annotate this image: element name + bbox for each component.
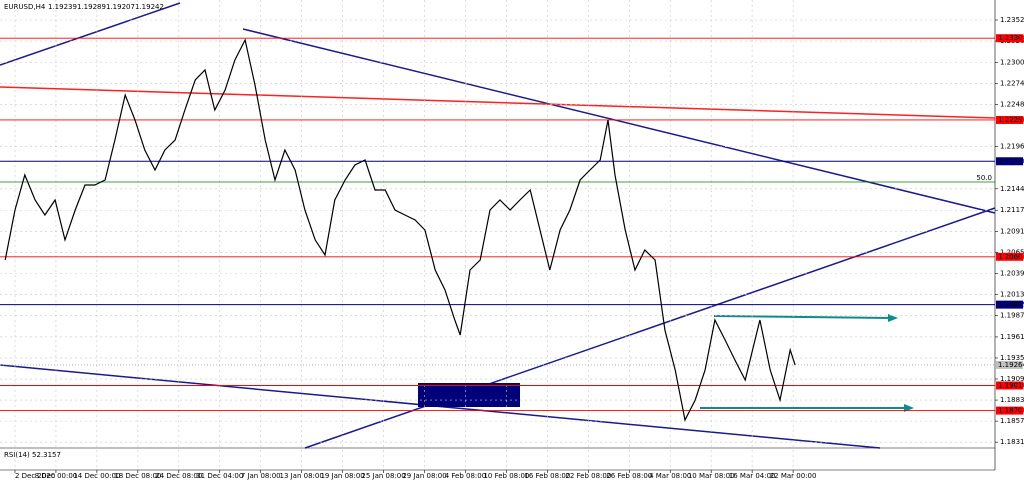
trendline <box>0 2 181 66</box>
y-tick-label: 1.21440 <box>1000 185 1024 193</box>
x-tick-label: 31 Dec 04:00 <box>196 472 243 480</box>
x-tick-label: 22 Feb 08:00 <box>565 472 611 480</box>
level-tag <box>996 115 1023 124</box>
rsi-value: 52.3157 <box>32 451 61 459</box>
fib-label: 50.0 <box>976 174 992 182</box>
y-tick-label: 1.20655 <box>1000 248 1024 256</box>
ohlc-value: 1.19207 <box>106 3 135 11</box>
level-tag <box>996 300 1023 309</box>
ohlc-value: 1.19289 <box>77 3 106 11</box>
y-tick-label: 1.23525 <box>1000 16 1024 24</box>
trendline <box>304 207 996 449</box>
level-label: 1.22290 <box>998 116 1024 124</box>
x-tick-label: 2 Dec 2020 <box>15 472 55 480</box>
y-tick-label: 1.21175 <box>1000 206 1024 214</box>
level-tag <box>996 34 1023 43</box>
x-tick-label: 10 Mar 08:00 <box>688 472 735 480</box>
level-label: 1.19010 <box>998 382 1024 390</box>
level-tag <box>996 381 1023 390</box>
x-tick-label: 22 Mar 00:00 <box>770 472 817 480</box>
y-tick-label: 1.20135 <box>1000 290 1024 298</box>
x-tick-label: 24 Dec 08:00 <box>155 472 202 480</box>
arrow-head <box>888 314 898 322</box>
level-label: 1.21780 <box>998 157 1024 165</box>
x-tick-label: 4 Mar 08:00 <box>649 472 691 480</box>
x-tick-label: 25 Jan 08:00 <box>361 472 405 480</box>
y-tick-label: 1.22480 <box>1000 101 1024 109</box>
ohlc-value: 1.19239 <box>48 3 77 11</box>
level-tag <box>996 406 1023 415</box>
level-tag <box>996 252 1023 261</box>
y-tick-label: 1.19090 <box>1000 375 1024 383</box>
level-label: 1.20009 <box>998 301 1024 309</box>
arrow <box>713 315 893 319</box>
level-label: 1.20600 <box>998 253 1024 261</box>
level-label: 1.23300 <box>998 34 1024 42</box>
x-tick-label: 8 Dec 00:00 <box>35 472 78 480</box>
y-tick-label: 1.18310 <box>1000 438 1024 446</box>
x-tick-label: 13 Jan 08:00 <box>279 472 323 480</box>
x-tick-label: 16 Mar 04:00 <box>729 472 776 480</box>
current-price-label: 1.19264 <box>998 361 1024 369</box>
y-tick-label: 1.19350 <box>1000 354 1024 362</box>
zone-rectangle <box>418 383 520 407</box>
y-tick-label: 1.21960 <box>1000 143 1024 151</box>
x-tick-label: 7 Jan 08:00 <box>241 472 281 480</box>
x-tick-label: 4 Feb 08:00 <box>445 472 486 480</box>
y-tick-label: 1.20395 <box>1000 269 1024 277</box>
rsi-label: RSI(14) <box>4 451 30 459</box>
arrow-head <box>904 404 914 412</box>
y-tick-label: 1.19610 <box>1000 333 1024 341</box>
x-tick-label: 18 Dec 08:00 <box>114 472 161 480</box>
x-tick-label: 26 Feb 08:00 <box>606 472 652 480</box>
y-tick-label: 1.23000 <box>1000 58 1024 66</box>
y-tick-label: 1.20915 <box>1000 227 1024 235</box>
symbol-label: EURUSD,H4 <box>4 3 46 11</box>
ohlc-value: 1.19242 <box>135 3 164 11</box>
x-tick-label: 14 Dec 00:00 <box>73 472 120 480</box>
y-tick-label: 1.19875 <box>1000 311 1024 319</box>
x-tick-label: 10 Feb 08:00 <box>483 472 529 480</box>
level-label: 1.18700 <box>998 407 1024 415</box>
y-tick-label: 1.22740 <box>1000 80 1024 88</box>
current-price-tag <box>996 360 1023 369</box>
trendline <box>0 86 996 119</box>
y-tick-label: 1.18830 <box>1000 396 1024 404</box>
price-line <box>4 38 796 422</box>
x-tick-label: 19 Jan 08:00 <box>320 472 364 480</box>
x-tick-label: 29 Jan 08:00 <box>402 472 446 480</box>
x-tick-label: 16 Feb 08:00 <box>524 472 570 480</box>
y-tick-label: 1.18570 <box>1000 417 1024 425</box>
level-tag <box>996 157 1023 166</box>
